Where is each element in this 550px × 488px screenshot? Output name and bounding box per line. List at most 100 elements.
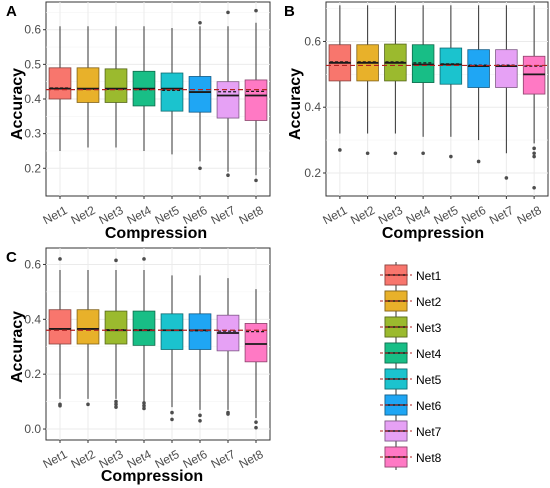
outlier-point [532,146,536,151]
outlier-point [449,154,453,159]
legend-label: Net4 [416,347,442,361]
x-tick-label: Net1 [320,203,349,227]
outlier-point [142,403,146,408]
box-net7 [495,49,518,88]
outlier-point [226,173,230,178]
panel-c-ylabel: Accuracy [9,311,26,383]
x-tick-label: Net2 [69,203,98,227]
x-tick-label: Net1 [41,203,70,227]
legend: Net1 Net2 Net3 Net4 Net5 Net6 Net7 Net8 [380,262,442,470]
box-net6 [188,76,212,113]
x-tick-label: Net4 [404,203,433,227]
x-tick-label: Net4 [125,203,154,227]
outlier-point [58,257,62,261]
x-tick-label: Net1 [41,447,70,471]
box-net4 [132,310,156,346]
x-tick-label: Net3 [376,203,405,227]
y-tick-label: 0.4 [24,92,41,106]
box-net3 [104,68,128,103]
legend-label: Net3 [416,321,442,335]
box-net8 [244,79,268,121]
y-tick-label: 0.4 [24,312,41,326]
panel-b-ylabel: Accuracy [287,68,304,140]
legend-label: Net6 [416,399,442,413]
box-net2 [76,67,100,103]
outlier-point [504,176,509,180]
x-tick-label: Net3 [97,203,126,227]
outlier-point [226,412,230,416]
y-tick-label: 0.6 [24,257,41,271]
outlier-point [476,159,481,164]
outlier-point [114,402,118,407]
outlier-point [393,151,398,156]
outlier-point [198,419,202,423]
x-tick-label: Net5 [153,203,182,227]
outlier-point [532,185,536,190]
outlier-point [114,399,118,404]
box-net6 [467,49,490,88]
outlier-point [58,403,62,408]
box-net3 [104,310,128,345]
outlier-point [254,420,258,424]
panel-b-xlabel: Compression [382,225,484,242]
y-tick-label: 0.6 [304,34,321,48]
outlier-point [198,20,202,25]
x-tick-label: Net2 [348,203,377,227]
panel-c: C Accuracy Compression 0.0 0.2 0.4 0.6 Net1 N… [6,247,271,485]
box-net7 [216,81,240,119]
box-net6 [188,313,212,350]
box-net1 [48,309,72,345]
outlier-point [114,258,118,263]
y-tick-label: 0.3 [24,127,41,141]
x-tick-label: Net6 [181,203,210,227]
legend-label: Net7 [416,425,442,439]
y-tick-label: 0.2 [24,161,41,175]
panel-a-ylabel: Accuracy [9,68,26,140]
legend-label: Net2 [416,295,442,309]
box-net5 [160,313,184,350]
box-net8 [244,323,268,363]
legend-label: Net5 [416,373,442,387]
y-tick-label: 0.5 [24,57,41,71]
box-net2 [76,309,100,345]
panel-a-xlabel: Compression [105,225,207,242]
outlier-point [170,417,174,422]
panel-b-letter: B [284,3,295,20]
outlier-point [254,8,258,13]
outlier-point [114,405,118,409]
x-tick-label: Net7 [209,447,238,471]
x-tick-label: Net8 [237,203,266,227]
outlier-point [170,410,174,415]
outlier-point [86,402,90,407]
outlier-point [532,151,536,156]
box-net5 [439,47,463,85]
y-tick-label: 0.6 [24,23,41,37]
x-tick-label: Net6 [459,203,488,227]
outlier-point [142,257,146,261]
y-tick-label: 0.2 [24,367,41,381]
x-tick-label: Net7 [209,203,238,227]
outlier-point [254,425,258,430]
outlier-point [532,154,536,159]
plot-area [325,1,549,197]
x-tick-label: Net8 [515,203,544,227]
panel-c-xlabel: Compression [101,468,203,485]
panel-c-letter: C [6,249,17,266]
legend-label: Net1 [416,269,442,283]
box-net1 [48,67,72,100]
y-tick-label: 0.4 [304,100,321,114]
y-tick-label: 0.2 [304,166,321,180]
x-tick-label: Net8 [237,447,266,471]
outlier-point [421,151,425,156]
panel-a: A Accuracy Compression 0.2 0.3 0.4 0.5 0.6 Ne… [6,1,271,242]
outlier-point [198,413,202,418]
panel-b: B Accuracy Compression 0.2 0.4 0.6 Net1Net2… [284,1,549,242]
panel-b-plot: 0.2 0.4 0.6 Net1Net2Net3Net4Net5Net6Net7Net… [304,1,549,227]
y-tick-label: 0.0 [24,422,41,436]
outlier-point [226,10,230,15]
outlier-point [142,406,146,411]
outlier-point [338,148,342,152]
